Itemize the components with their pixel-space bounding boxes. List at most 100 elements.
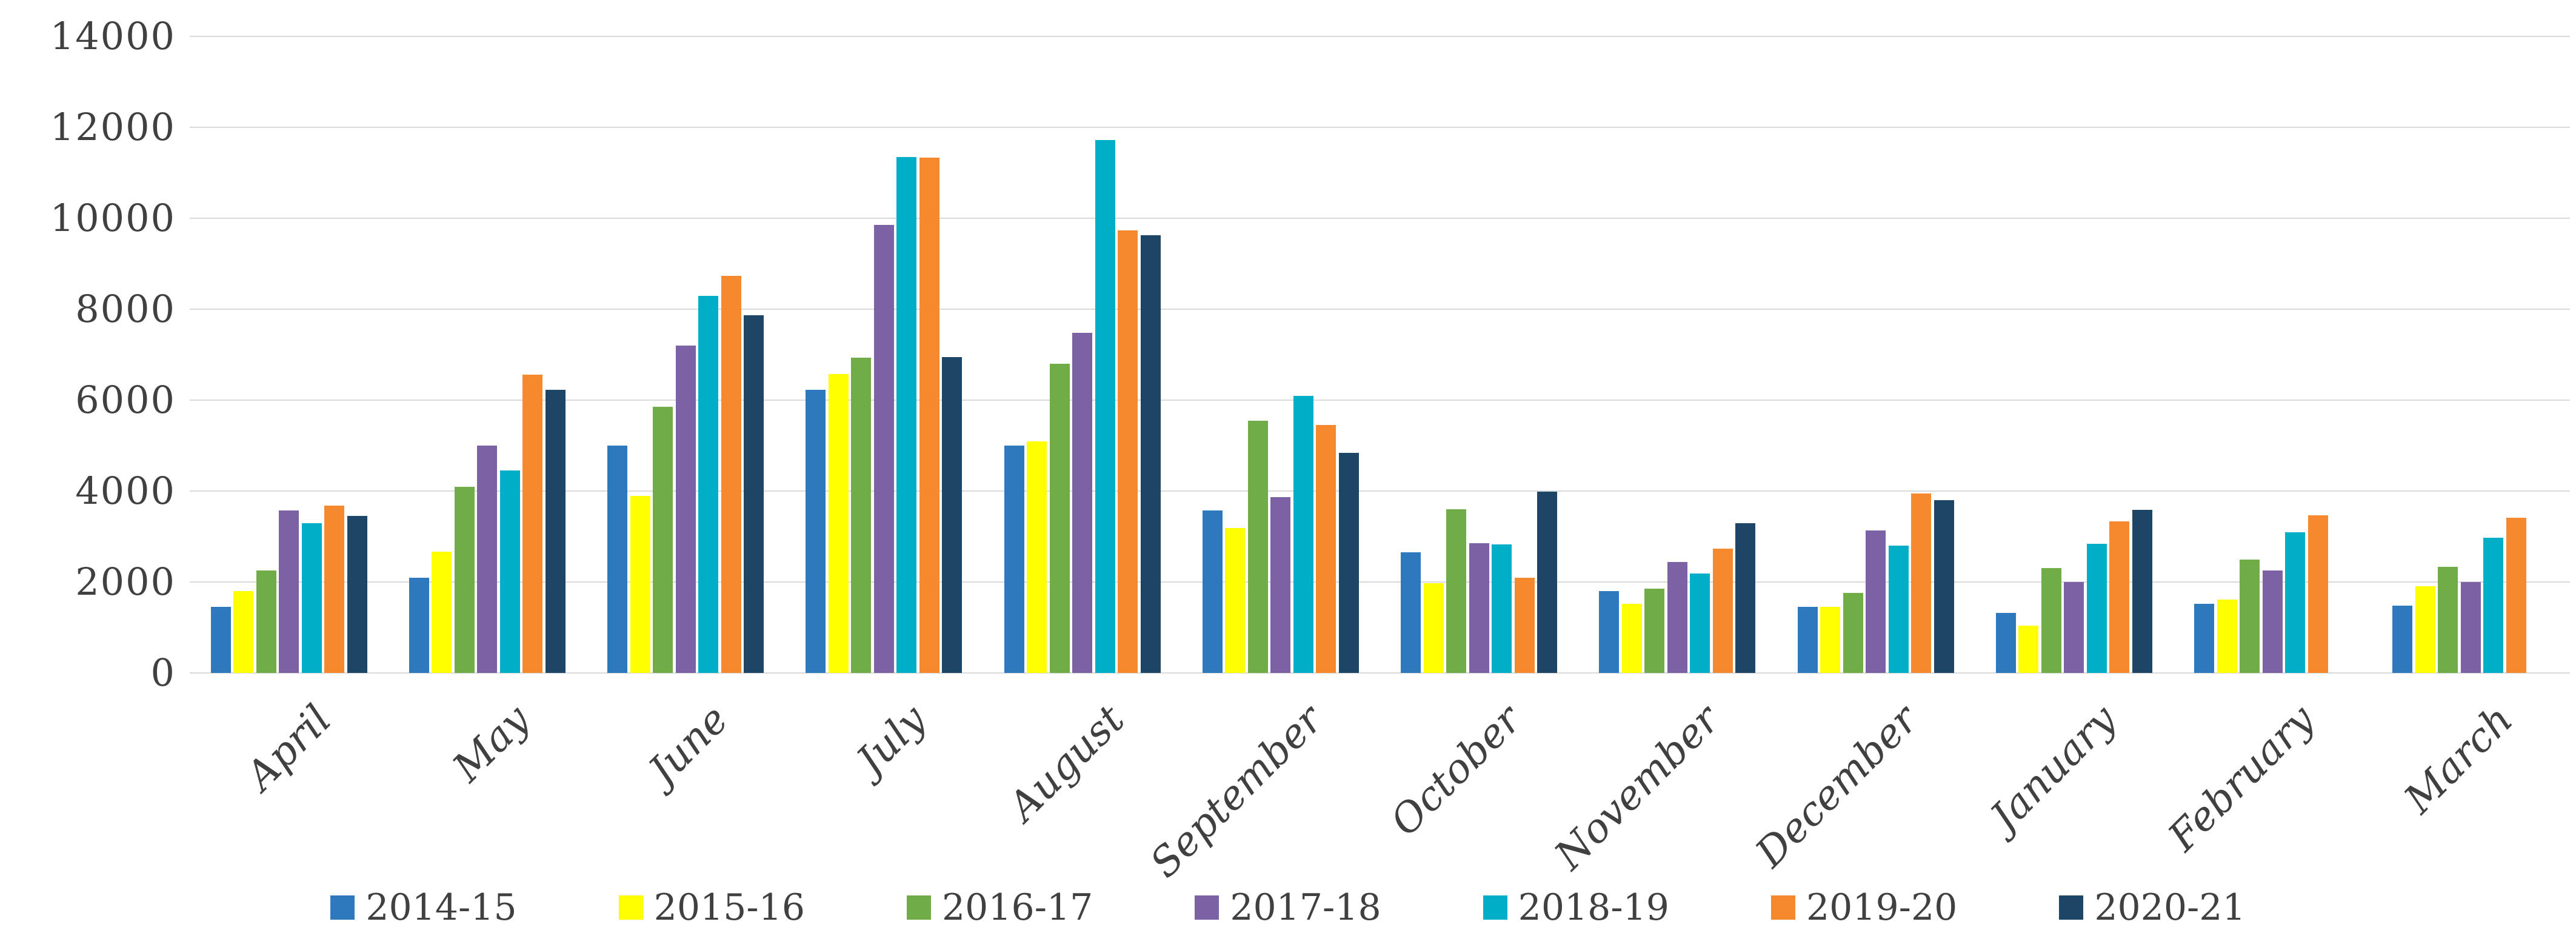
legend-label: 2020-21: [2094, 886, 2246, 929]
bar-january-2018-19: [2086, 544, 2107, 673]
bar-december-2020-21: [1934, 500, 1954, 673]
plot-area: [190, 36, 2570, 674]
category-group-july: [785, 36, 983, 673]
bar-august-2014-15: [1004, 446, 1024, 673]
bar-april-2019-20: [324, 506, 345, 673]
bar-slot: [278, 36, 301, 673]
bar-slot: [1643, 36, 1666, 673]
bar-slot: [1734, 36, 1757, 673]
y-tick-label: 14000: [50, 14, 176, 58]
bar-slot: [2040, 36, 2063, 673]
bar-slot: [2414, 36, 2437, 673]
bar-october-2015-16: [1423, 583, 1444, 673]
bar-april-2016-17: [256, 570, 276, 673]
bar-may-2014-15: [409, 577, 429, 673]
bar-slot: [697, 36, 720, 673]
bar-slot: [1841, 36, 1864, 673]
x-tick-label-february: February: [2159, 696, 2324, 860]
category-group-february: [2174, 36, 2372, 673]
bar-slot: [408, 36, 431, 673]
y-tick-label: 10000: [50, 196, 176, 240]
legend-swatch-icon: [1770, 895, 1795, 920]
bar-october-2017-18: [1469, 543, 1489, 673]
bar-august-2020-21: [1140, 235, 1161, 673]
bar-march-2019-20: [2506, 517, 2526, 673]
legend-item-2014-15: 2014-15: [330, 886, 517, 929]
category-group-may: [388, 36, 586, 673]
bar-may-2016-17: [454, 486, 475, 673]
bar-slot: [2215, 36, 2238, 673]
category-group-december: [1777, 36, 1975, 673]
bar-slot: [742, 36, 766, 673]
bar-may-2018-19: [499, 470, 520, 673]
bar-september-2014-15: [1202, 510, 1223, 673]
bar-may-2017-18: [477, 446, 498, 673]
bar-january-2020-21: [2132, 509, 2152, 673]
bar-july-2016-17: [851, 357, 872, 673]
bar-july-2020-21: [942, 356, 963, 673]
bar-slot: [1269, 36, 1292, 673]
bar-april-2017-18: [279, 510, 299, 673]
x-tick-label-april: April: [236, 696, 341, 800]
bar-july-2019-20: [919, 158, 939, 673]
bar-november-2020-21: [1735, 523, 1756, 673]
gridline-y-2000: [190, 581, 2570, 583]
bar-slot: [1003, 36, 1026, 673]
bar-may-2015-16: [432, 551, 452, 673]
bar-slot: [1467, 36, 1490, 673]
bar-march-2015-16: [2415, 586, 2435, 673]
legend-swatch-icon: [1195, 895, 1220, 920]
bar-slot: [1513, 36, 1536, 673]
bar-slot: [2086, 36, 2109, 673]
bar-june-2016-17: [653, 407, 673, 673]
bar-slot: [2193, 36, 2216, 673]
bar-august-2018-19: [1095, 140, 1115, 673]
bar-slot: [323, 36, 346, 673]
bar-slot: [1247, 36, 1270, 673]
x-tick-label-october: October: [1381, 696, 1530, 845]
bar-slot: [2460, 36, 2483, 673]
bar-december-2018-19: [1888, 546, 1909, 673]
bar-january-2014-15: [1995, 613, 2016, 673]
legend-item-2015-16: 2015-16: [618, 886, 805, 929]
bar-november-2015-16: [1621, 604, 1642, 673]
bar-september-2019-20: [1316, 424, 1336, 673]
bar-july-2018-19: [896, 156, 917, 673]
bar-october-2014-15: [1401, 552, 1421, 673]
bar-april-2015-16: [233, 591, 254, 673]
bar-october-2016-17: [1446, 509, 1467, 673]
bar-slot: [895, 36, 918, 673]
bar-slot: [2482, 36, 2505, 673]
bar-slot: [2306, 36, 2329, 673]
x-tick-label-december: December: [1746, 696, 1927, 877]
bar-august-2016-17: [1049, 364, 1070, 673]
bar-december-2014-15: [1797, 606, 1818, 673]
bar-slot: [1864, 36, 1887, 673]
bar-slot: [1224, 36, 1247, 673]
bar-march-2014-15: [2392, 606, 2413, 673]
legend-label: 2017-18: [1230, 886, 1381, 929]
bar-slot: [232, 36, 255, 673]
bar-slot: [674, 36, 697, 673]
bar-slot: [1819, 36, 1842, 673]
bar-july-2014-15: [806, 389, 826, 673]
bar-slot: [1712, 36, 1735, 673]
legend-swatch-icon: [330, 895, 355, 920]
bar-april-2020-21: [347, 516, 367, 673]
bar-june-2019-20: [721, 276, 741, 673]
bar-december-2016-17: [1843, 593, 1863, 673]
bar-august-2019-20: [1118, 230, 1138, 673]
bar-slot: [1093, 36, 1116, 673]
bar-slot: [1689, 36, 1712, 673]
bar-november-2018-19: [1690, 573, 1710, 673]
bar-slot: [1621, 36, 1644, 673]
bar-june-2017-18: [675, 346, 696, 673]
bar-slot: [300, 36, 323, 673]
bar-slot: [2261, 36, 2284, 673]
x-tick-label-march: March: [2395, 696, 2522, 823]
bar-slot: [1666, 36, 1689, 673]
bar-slot: [1536, 36, 1559, 673]
bar-september-2015-16: [1225, 527, 1246, 673]
bar-slot: [1796, 36, 1819, 673]
